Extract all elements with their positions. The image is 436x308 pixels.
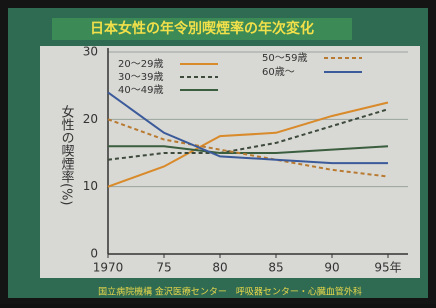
y-tick-label: 0 xyxy=(90,247,98,261)
footer: 国立病院機構 金沢医療センター 呼吸器センター・心臓血管外科 xyxy=(98,286,362,298)
legend-label: 60歳～ xyxy=(262,66,295,78)
x-tick-label: 85 xyxy=(268,261,283,275)
y-tick-label: 20 xyxy=(83,112,98,126)
x-tick-label: 80 xyxy=(212,261,227,275)
legend-label: 40～49歳 xyxy=(118,84,163,96)
slide: 日本女性の年令別喫煙率の年次変化 女性の喫煙率(%) 国立病院機構 金沢医療セン… xyxy=(0,0,436,304)
legend-label: 20～29歳 xyxy=(118,58,163,70)
y-tick-label: 30 xyxy=(83,45,98,59)
legend-label: 50～59歳 xyxy=(262,52,307,64)
chart-panel xyxy=(40,46,420,278)
x-tick-label: 90 xyxy=(324,261,339,275)
x-tick-label: 95年 xyxy=(374,261,401,275)
y-tick-label: 10 xyxy=(83,179,98,193)
x-tick-label: 1970 xyxy=(93,261,124,275)
chart-title: 日本女性の年令別喫煙率の年次変化 xyxy=(90,20,314,37)
y-axis-label: 女性の喫煙率(%) xyxy=(59,104,75,205)
legend-label: 30～39歳 xyxy=(118,71,163,83)
x-tick-label: 75 xyxy=(156,261,171,275)
